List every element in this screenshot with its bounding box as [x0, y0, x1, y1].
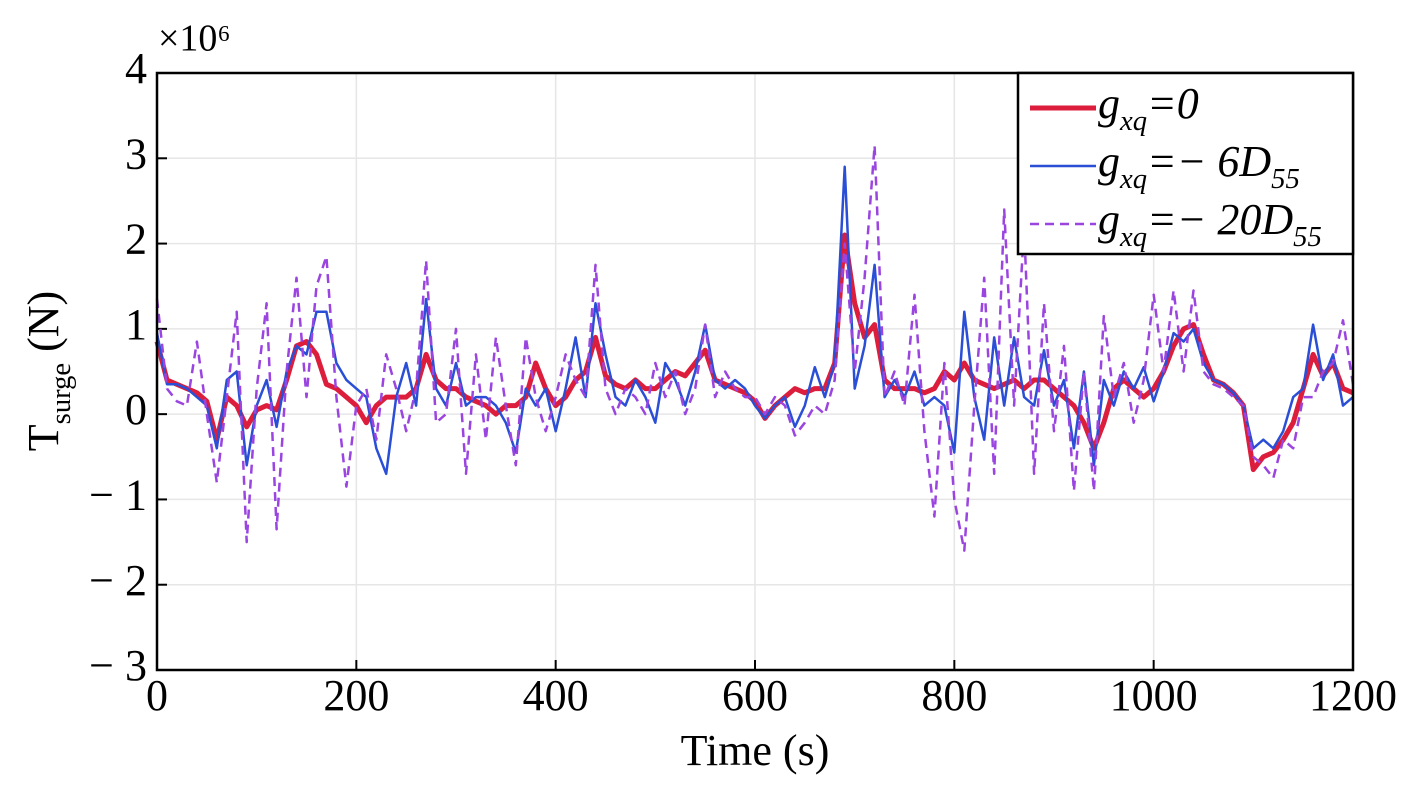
legend-label: gxq=− 6D55 [1098, 137, 1300, 195]
x-tick-label: 200 [323, 671, 389, 720]
x-tick-label: 0 [146, 671, 168, 720]
legend-box [1016, 71, 1355, 256]
y-tick-label: 1 [125, 300, 147, 349]
x-tick-label: 1200 [1309, 671, 1397, 720]
y-tick-label: − 3 [89, 641, 147, 690]
x-tick-label: 800 [921, 671, 987, 720]
data-line [155, 144, 1355, 552]
y-tick-label: 0 [125, 385, 147, 434]
legend-label: gxq=0 [1098, 79, 1199, 137]
axis-multiplier: ×10⁶ [158, 18, 231, 60]
y-axis-label: Tsurge (N) [19, 291, 77, 451]
x-tick-label: 1000 [1110, 671, 1198, 720]
plot-frame [155, 71, 1355, 672]
data-line [154, 232, 1354, 473]
y-tick-label: 2 [125, 215, 147, 264]
data-line [155, 165, 1354, 476]
x-axis-label: Time (s) [681, 726, 830, 775]
y-tick-label: 3 [125, 129, 147, 178]
x-tick-label: 400 [523, 671, 589, 720]
y-tick-label: 4 [125, 44, 147, 93]
legend-label: gxq=− 20D55 [1098, 195, 1322, 253]
x-tick-label: 600 [722, 671, 788, 720]
y-tick-label: − 2 [89, 556, 147, 605]
y-tick-label: − 1 [89, 471, 147, 520]
